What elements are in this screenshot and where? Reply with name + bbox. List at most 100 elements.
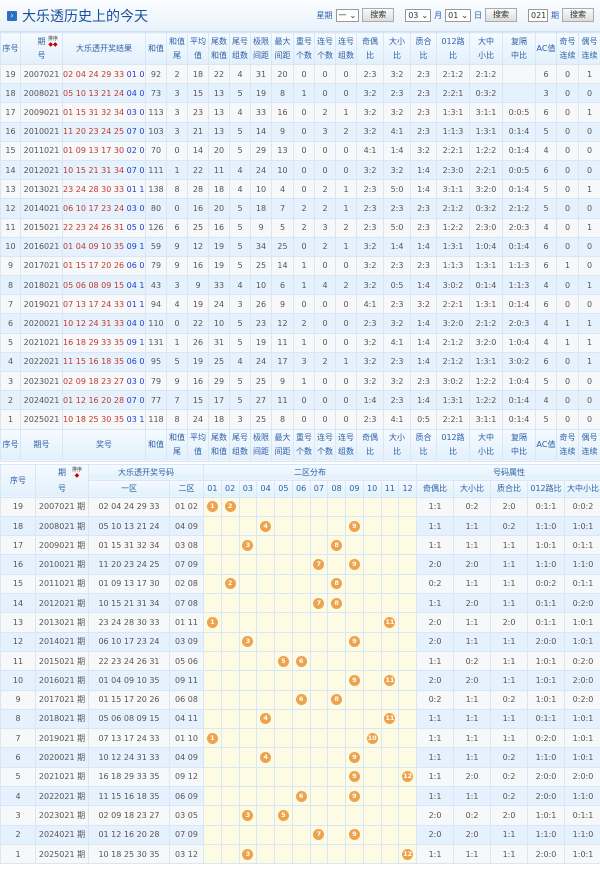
attr-value: 1:1 [502, 733, 516, 743]
cell-和值: 110 [145, 313, 167, 334]
column-header: 奇号连续 [556, 428, 579, 462]
issue-search-button[interactable]: 搜索 [562, 8, 594, 22]
cell-质合比: 2:3 [410, 370, 437, 392]
attr-value: 0:2 [465, 502, 479, 512]
attr-value: 1:0:1 [572, 521, 594, 531]
cell-issue: 2023021 期 [35, 805, 89, 826]
cell-连号个数: 0 [314, 390, 336, 411]
dist-cell [380, 496, 400, 517]
cell-连号个数: 0 [314, 83, 336, 104]
cell-和值尾: 9 [166, 255, 188, 277]
back-numbers: 06 09 [175, 791, 198, 801]
dist-cell [345, 728, 364, 749]
seq: 16 [12, 560, 24, 570]
issue-input[interactable]: 021 [528, 8, 548, 22]
front-numbers: 22 23 24 26 31 [63, 223, 125, 233]
cell-attr: 1:0:1 [563, 708, 600, 730]
week-search-button[interactable]: 搜索 [362, 8, 395, 22]
cell-大小比: 2:3 [383, 390, 411, 411]
cell-seq: 11 [0, 650, 36, 672]
dist-cell [256, 766, 275, 788]
cell-attr: 0:2 [490, 747, 528, 768]
cell-复隔中比: 2:0:3 [502, 217, 536, 238]
cell-偶号连续: 0 [578, 121, 600, 142]
front-numbers: 07 13 17 24 33 [98, 733, 160, 743]
header-line: 连续 [581, 447, 598, 457]
attr-value: 1:0:1 [572, 617, 594, 627]
cell-attr: 1:0:1 [563, 747, 600, 768]
cell-尾数和值: 19 [208, 255, 230, 277]
cell-012路比: 2:1:2 [436, 198, 470, 219]
sort-toggle[interactable]: 排序 ◆◆ [48, 36, 58, 48]
sort-toggle[interactable]: 排序 ◆ [72, 467, 82, 479]
cell-质合比: 1:4 [410, 313, 437, 334]
dist-cell [203, 631, 222, 652]
dist-cell: 4 [256, 708, 275, 730]
back-ball: 5 [277, 655, 289, 667]
header-text: 尾数和值 [211, 36, 227, 60]
table-row: 7 2019021 期 07 13 17 24 33 01 10 1 10 1:1 1:1 1:… [0, 728, 600, 749]
back-ball: 12 [402, 771, 414, 783]
cell-连号组数: 1 [335, 198, 357, 219]
date-search-button[interactable]: 搜索 [485, 8, 517, 22]
dist-cell [256, 728, 275, 749]
cell-序号: 7 [0, 294, 21, 315]
cell-大中小比: 3:1:1 [469, 409, 503, 430]
dist-cell [291, 766, 311, 788]
dist-cell [380, 786, 400, 807]
dist-cell [238, 554, 258, 575]
cell-attr: 1:1 [453, 612, 491, 633]
issue-suffix: 期 [77, 830, 86, 840]
cell-issue: 2010021 期 [35, 554, 89, 575]
cell-尾数和值: 10 [208, 313, 230, 334]
cell-奇号连续: 0 [556, 370, 579, 392]
cell-attr: 1:1:0 [563, 824, 600, 845]
cell-奇偶比: 3:2 [356, 83, 384, 104]
cell-012路比: 2:2:1 [436, 83, 470, 104]
cell-和值尾: 6 [166, 217, 188, 238]
month-select[interactable]: 03 ⌄ [405, 8, 432, 22]
back-ball: 8 [331, 597, 343, 609]
cell-attr: 1:1 [416, 496, 454, 517]
header-line: 大乐透开奖结果 [76, 43, 132, 53]
cell-012路比: 2:2:1 [436, 140, 470, 161]
week-select[interactable]: 一 ⌄ [335, 8, 360, 22]
cell-尾数和值: 11 [208, 159, 230, 181]
header-line: 组数 [232, 447, 248, 457]
column-header: 最大间距 [271, 32, 294, 65]
seq: 6 [15, 753, 21, 763]
header-line: 和值 [211, 447, 227, 457]
cell-attr: 1:1 [453, 747, 491, 768]
cell-大中小比: 1:2:2 [469, 390, 503, 411]
cell-zone2: 01 10 [169, 728, 204, 749]
dist-cell [291, 747, 311, 768]
attr-value: 1:1:0 [572, 830, 594, 840]
front-numbers: 16 18 29 33 35 [63, 338, 125, 348]
cell-平均值: 12 [187, 236, 209, 257]
search-bar: 星期 一 ⌄ 搜索 03 ⌄ 月 01 ⌄ 日 搜索 021 期 搜索 [317, 8, 594, 22]
day-select[interactable]: 01 ⌄ [445, 8, 471, 22]
cell-重号个数: 2 [293, 217, 315, 238]
cell-奇偶比: 2:3 [356, 313, 384, 334]
dist-cell [380, 631, 400, 652]
cell-极限间距: 24 [250, 351, 272, 373]
attr-value: 2:0 [428, 810, 442, 820]
back-ball: 10 [366, 732, 378, 744]
dist-cell [362, 670, 382, 691]
table-row: 2 2024021 期 01 12 16 20 28 07 09 7 9 2:0 2:0 1:1… [0, 824, 600, 845]
dist-cell [309, 670, 329, 691]
dist-cell [274, 612, 293, 633]
seq: 11 [12, 656, 24, 666]
dist-cell [362, 747, 382, 768]
cell-attr: 1:1 [490, 670, 528, 691]
back-ball: 8 [331, 578, 343, 590]
cell-最大间距: 8 [271, 83, 294, 104]
front-numbers: 01 04 09 10 35 [98, 675, 160, 685]
cell-奇偶比: 3:2 [356, 236, 384, 257]
front-numbers: 01 15 31 32 34 [98, 540, 160, 550]
dist-cell: 9 [345, 766, 364, 788]
cell-AC值: 5 [535, 179, 557, 200]
cell-连号组数: 0 [335, 332, 357, 353]
front-numbers: 05 10 13 21 24 [98, 521, 160, 531]
